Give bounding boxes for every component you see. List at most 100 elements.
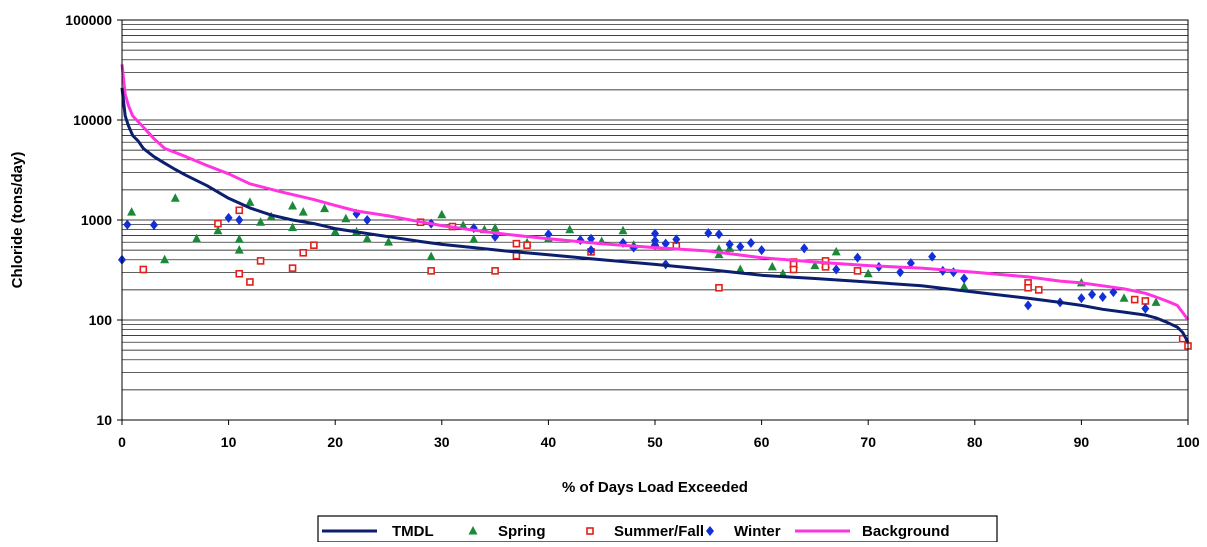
data-point-winter (149, 220, 158, 231)
data-point-winter (1141, 303, 1150, 314)
data-point-winter (928, 251, 937, 262)
legend: TMDL Spring Summer/Fall Winter Background (317, 515, 998, 543)
data-point-spring (362, 233, 372, 243)
data-point-spring (767, 261, 777, 271)
data-point-summer-fall (853, 267, 862, 275)
data-point-summer-fall (512, 239, 521, 248)
data-point-spring (192, 233, 202, 243)
x-tick-label: 60 (754, 434, 770, 450)
data-point-summer-fall (715, 283, 723, 292)
y-tick-label: 1000 (81, 212, 112, 228)
data-point-winter (1077, 293, 1086, 304)
data-point-spring (160, 254, 170, 264)
data-point-summer-fall (1024, 283, 1032, 292)
data-point-winter (896, 267, 905, 278)
data-point-spring (298, 207, 308, 216)
legend-item: Spring (468, 523, 546, 540)
data-point-summer-fall (299, 248, 308, 257)
data-point-spring (234, 245, 244, 254)
data-point-winter (235, 215, 244, 225)
x-tick-label: 70 (860, 434, 876, 450)
data-point-spring (341, 213, 351, 223)
data-point-spring (810, 260, 820, 270)
legend-label: Background (862, 523, 950, 540)
data-point-spring (831, 246, 841, 256)
series-layer (118, 64, 1192, 350)
x-tick-label: 50 (647, 434, 663, 450)
x-tick-label: 40 (541, 434, 557, 450)
data-point-spring (320, 203, 330, 213)
series-line-tmdl (120, 87, 1190, 343)
y-tick-label: 10000 (73, 112, 112, 128)
x-tick-label: 20 (327, 434, 343, 450)
x-tick-label: 0 (118, 434, 126, 450)
data-point-winter (1109, 287, 1118, 298)
data-point-spring (245, 197, 255, 206)
data-point-winter (651, 228, 659, 239)
legend-swatch (468, 526, 478, 535)
data-point-spring (618, 225, 628, 235)
data-point-summer-fall (789, 265, 798, 274)
data-point-winter (123, 219, 132, 230)
data-point-spring (170, 193, 180, 202)
axes: 10 100 1000 10000 100000 0 10 20 30 40 50 60 70 80 90 1… (65, 12, 1200, 450)
x-tick-label: 90 (1074, 434, 1090, 450)
data-point-winter (363, 215, 372, 225)
data-point-summer-fall (491, 267, 499, 275)
x-tick-label: 100 (1176, 434, 1200, 450)
data-point-spring (863, 268, 873, 278)
data-point-summer-fall (235, 206, 244, 215)
data-point-spring (288, 201, 298, 210)
data-point-summer-fall (288, 264, 297, 272)
data-point-summer-fall (1034, 286, 1043, 294)
data-point-spring (288, 222, 298, 232)
data-point-summer-fall (139, 265, 148, 274)
data-point-spring (330, 226, 340, 236)
data-point-winter (661, 238, 670, 249)
data-point-spring (256, 217, 266, 226)
y-axis-title: Chloride (tons/day) (9, 152, 26, 289)
y-tick-label: 10 (96, 412, 112, 428)
data-point-spring (213, 225, 223, 235)
data-point-winter (757, 245, 766, 256)
legend-label: TMDL (392, 523, 434, 540)
data-point-spring (426, 251, 436, 261)
data-point-summer-fall (246, 278, 254, 286)
y-tick-label: 100 (89, 312, 113, 328)
data-point-winter (736, 241, 745, 252)
data-point-winter (906, 258, 915, 269)
data-point-summer-fall (214, 219, 222, 228)
data-point-spring (735, 264, 745, 273)
legend-label: Spring (498, 523, 546, 540)
data-point-winter (1024, 300, 1033, 311)
data-point-winter (1098, 291, 1107, 302)
data-point-winter (714, 229, 723, 240)
data-point-spring (714, 249, 724, 259)
data-point-spring (437, 209, 447, 219)
data-point-winter (224, 212, 233, 223)
data-point-summer-fall (310, 241, 318, 249)
x-axis-title: % of Days Load Exceeded (562, 479, 748, 496)
data-point-spring (490, 223, 500, 232)
data-point-spring (959, 281, 969, 291)
legend-label: Winter (734, 523, 781, 540)
data-point-spring (127, 207, 137, 216)
data-point-winter (853, 252, 862, 263)
legend-item: Background (795, 523, 950, 540)
data-point-winter (704, 228, 713, 239)
data-point-spring (565, 224, 575, 234)
grid-lines (122, 19, 1188, 391)
legend-item: TMDL (322, 523, 434, 540)
data-point-winter (544, 229, 553, 240)
data-point-winter (960, 273, 969, 284)
legend-label: Summer/Fall (614, 523, 704, 540)
data-point-summer-fall (427, 267, 435, 275)
data-point-winter (725, 239, 734, 250)
legend-swatch (706, 526, 714, 536)
x-tick-label: 30 (434, 434, 450, 450)
data-point-winter (800, 243, 809, 254)
x-tick-label: 10 (221, 434, 237, 450)
data-point-spring (234, 234, 244, 243)
